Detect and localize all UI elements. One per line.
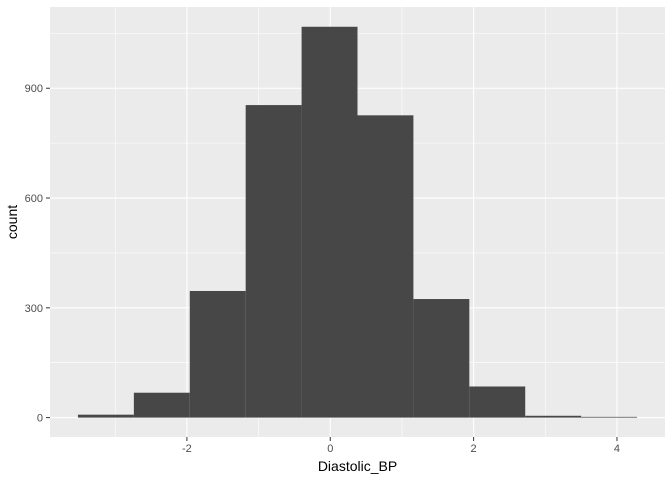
- x-tick-label: 2: [471, 443, 477, 455]
- x-tick-label: 4: [614, 443, 620, 455]
- x-axis-title: Diastolic_BP: [318, 458, 397, 474]
- histogram-bar: [189, 290, 246, 418]
- y-axis-title: count: [4, 205, 20, 239]
- histogram-bar: [357, 115, 414, 418]
- histogram-bar: [413, 299, 470, 418]
- histogram-bar: [133, 392, 190, 418]
- axes: -2 0 2 4 0 300 600 900: [25, 83, 620, 455]
- histogram-bars: [77, 26, 638, 418]
- histogram-bar: [581, 416, 638, 418]
- y-tick-label: 0: [37, 413, 43, 425]
- y-tick-label: 300: [25, 303, 43, 315]
- y-tick-label: 600: [25, 193, 43, 205]
- histogram-bar: [77, 414, 134, 418]
- x-tick-label: 0: [327, 443, 333, 455]
- histogram-bar: [301, 26, 358, 418]
- histogram-bar: [245, 105, 302, 418]
- x-tick-label: -2: [182, 443, 192, 455]
- y-tick-label: 900: [25, 83, 43, 95]
- histogram-bar: [525, 415, 582, 418]
- histogram-bar: [469, 386, 526, 418]
